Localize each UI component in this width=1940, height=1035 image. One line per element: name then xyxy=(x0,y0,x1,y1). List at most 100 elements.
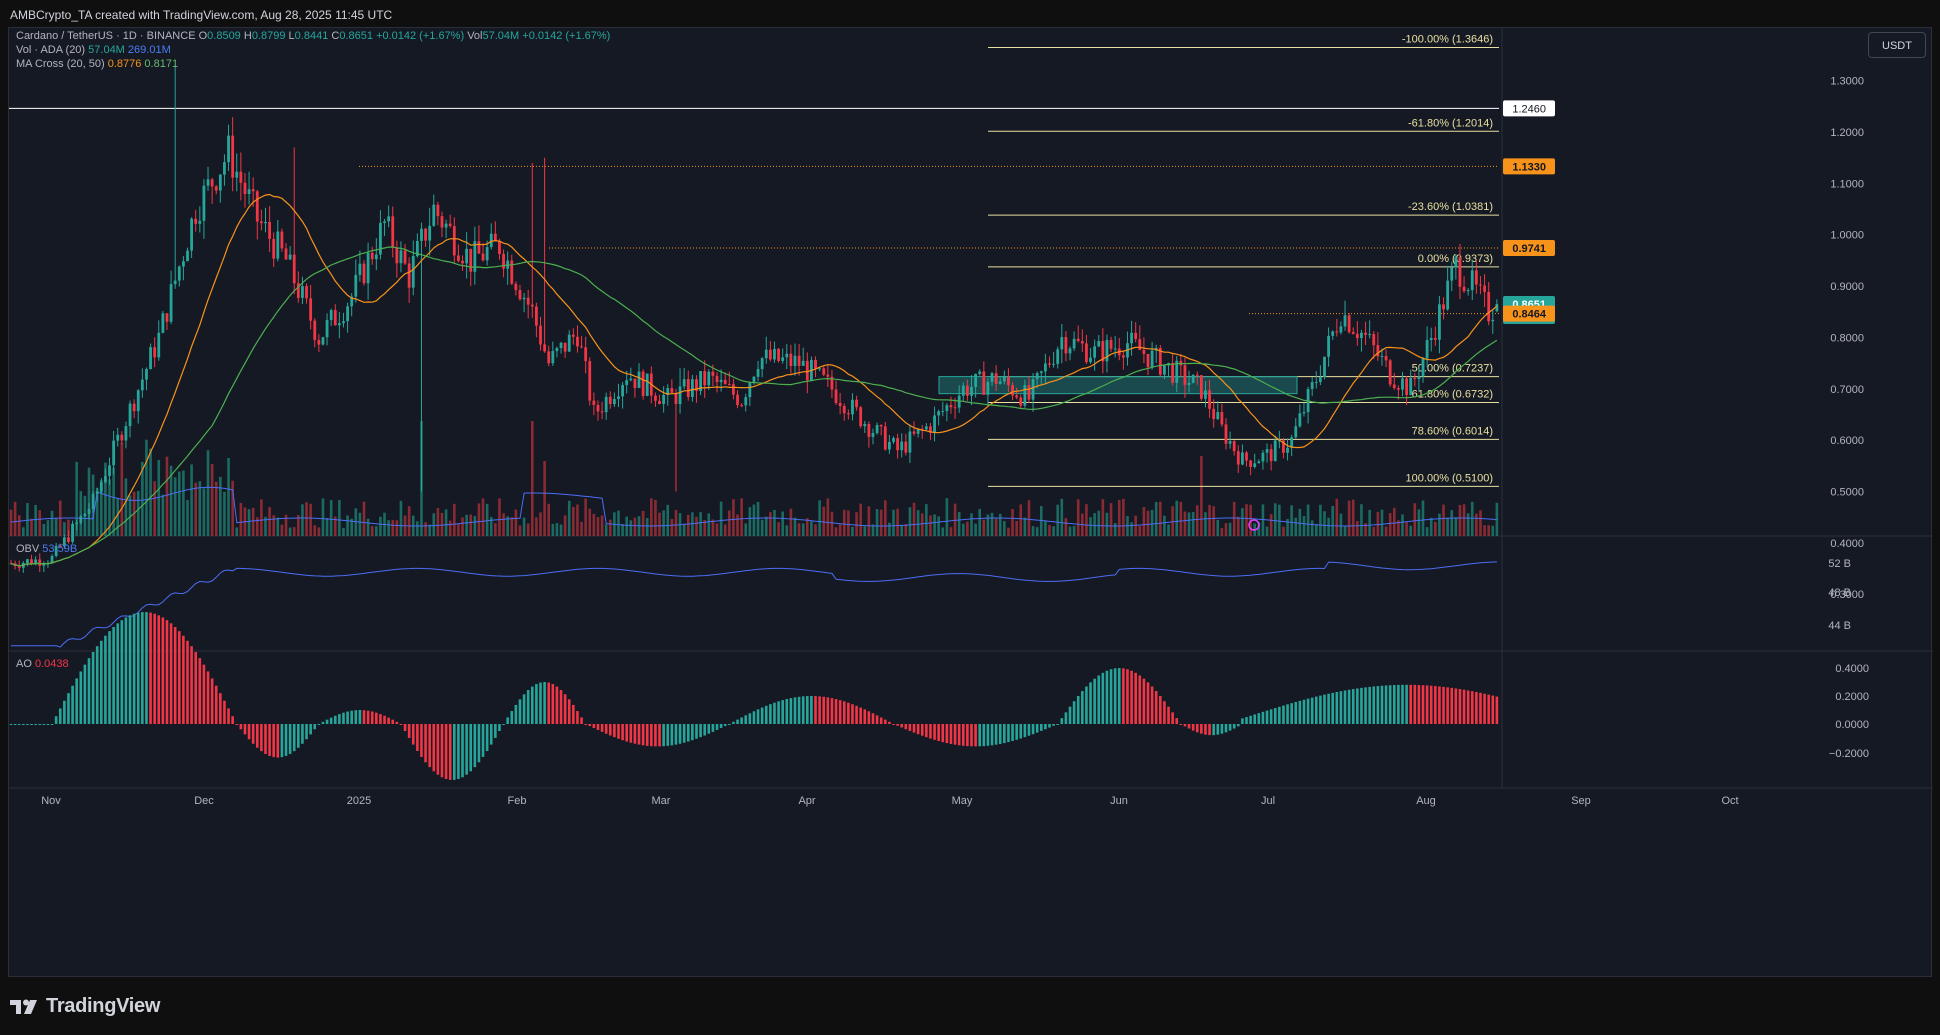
fib-level-label: 61.80% (0.6732) xyxy=(1412,389,1493,401)
candle-body xyxy=(223,162,226,175)
chart-svg[interactable]: 1.3000 1.2000 1.1000 1.0000 0.9000 0.8000 0.70… xyxy=(9,28,1933,978)
volume-bar xyxy=(974,523,977,536)
ao-bar xyxy=(1364,687,1367,724)
candle-body xyxy=(432,204,436,226)
candle-body xyxy=(34,559,38,565)
volume-bar xyxy=(1347,500,1351,536)
candle-body xyxy=(1413,377,1417,380)
ao-bar xyxy=(957,724,961,746)
vol-label: Vol xyxy=(467,30,483,42)
ao-bar xyxy=(1446,687,1449,724)
ao-bar xyxy=(896,724,899,726)
candle-body xyxy=(994,373,998,384)
volume-bar xyxy=(481,498,485,536)
candle-body xyxy=(99,482,103,492)
candle-body xyxy=(756,369,760,377)
ao-bar xyxy=(1347,689,1351,724)
ao-bar xyxy=(1224,724,1228,733)
candle-body xyxy=(1043,363,1047,372)
candle-body xyxy=(498,240,501,254)
candle-body xyxy=(30,559,33,565)
volume-bar xyxy=(26,503,29,536)
candle-body xyxy=(871,433,875,437)
candle-body xyxy=(239,171,243,183)
ao-bar xyxy=(1195,724,1199,733)
candle-body xyxy=(1101,341,1105,362)
ao-bar xyxy=(543,682,546,724)
volume-bar xyxy=(1232,501,1236,536)
volume-bar xyxy=(674,510,678,536)
volume-bar xyxy=(1454,517,1458,536)
ao-bar xyxy=(785,699,789,724)
chart-area[interactable]: 1.3000 1.2000 1.1000 1.0000 0.9000 0.8000 0.70… xyxy=(8,27,1933,978)
ma50-line xyxy=(10,246,1498,567)
candle-body xyxy=(173,280,177,285)
candle-body xyxy=(1446,280,1450,310)
volume-bar xyxy=(494,523,497,536)
candle-body xyxy=(732,384,735,395)
volume-bar xyxy=(1442,504,1445,536)
candle-body xyxy=(227,135,230,163)
tradingview-logo[interactable]: TradingView xyxy=(10,992,160,1020)
ao-bar xyxy=(128,615,132,724)
ao-bar xyxy=(313,724,317,730)
volume-bar xyxy=(141,461,144,536)
volume-bar xyxy=(522,517,526,536)
volume-bar xyxy=(104,462,107,536)
candle-body xyxy=(190,218,194,251)
volume-bar xyxy=(543,461,546,536)
volume-bar xyxy=(1397,520,1400,536)
candle-body xyxy=(727,384,731,386)
candle-body xyxy=(670,388,674,393)
candle-body xyxy=(654,395,657,401)
volume-bar xyxy=(1331,505,1335,536)
volume-bar xyxy=(1479,510,1482,536)
volume-bar xyxy=(904,524,908,536)
ao-bar xyxy=(1081,691,1084,724)
candle-body xyxy=(600,411,604,413)
candle-body xyxy=(1351,332,1355,334)
ao-bar xyxy=(420,724,423,757)
ao-bar xyxy=(108,631,111,724)
volume-bar xyxy=(1035,527,1039,536)
candle-body xyxy=(580,346,583,348)
candle-body xyxy=(1421,358,1425,377)
candle-body xyxy=(1405,378,1408,396)
volume-bar xyxy=(272,515,275,536)
ao-bar xyxy=(633,724,637,744)
candle-body xyxy=(998,381,1002,384)
ao-bar xyxy=(986,724,990,746)
volume-bar xyxy=(838,523,842,536)
volume-bar xyxy=(1323,511,1326,536)
volume-bar xyxy=(1405,521,1408,536)
candle-body xyxy=(838,402,842,406)
price-label-text: 1.1330 xyxy=(1512,161,1546,173)
candle-body xyxy=(1183,365,1187,385)
ao-bar xyxy=(202,664,206,724)
volume-bar xyxy=(539,512,542,536)
candle-body xyxy=(502,253,505,269)
volume-bar xyxy=(457,524,460,536)
ao-bar xyxy=(715,724,719,730)
volume-bar xyxy=(645,518,649,536)
volume-bar xyxy=(736,514,739,536)
time-tick: 2025 xyxy=(347,795,371,807)
ao-bar xyxy=(1384,685,1388,724)
volume-bar xyxy=(793,517,797,536)
ao-bar xyxy=(871,713,875,724)
candle-body xyxy=(362,263,366,284)
volume-bar xyxy=(867,506,871,536)
volume-bar xyxy=(1450,510,1454,536)
ao-bar xyxy=(260,724,263,752)
candle-body xyxy=(1121,355,1125,358)
ao-bar xyxy=(383,715,386,724)
candle-body xyxy=(563,342,567,352)
candle-body xyxy=(990,373,994,382)
currency-button[interactable]: USDT xyxy=(1868,32,1926,58)
candle-body xyxy=(50,555,54,563)
ao-bar xyxy=(941,724,945,743)
ao-bar xyxy=(576,711,579,724)
ao-bar xyxy=(1076,696,1080,724)
candle-body xyxy=(888,441,891,450)
volume-bar xyxy=(855,512,858,536)
